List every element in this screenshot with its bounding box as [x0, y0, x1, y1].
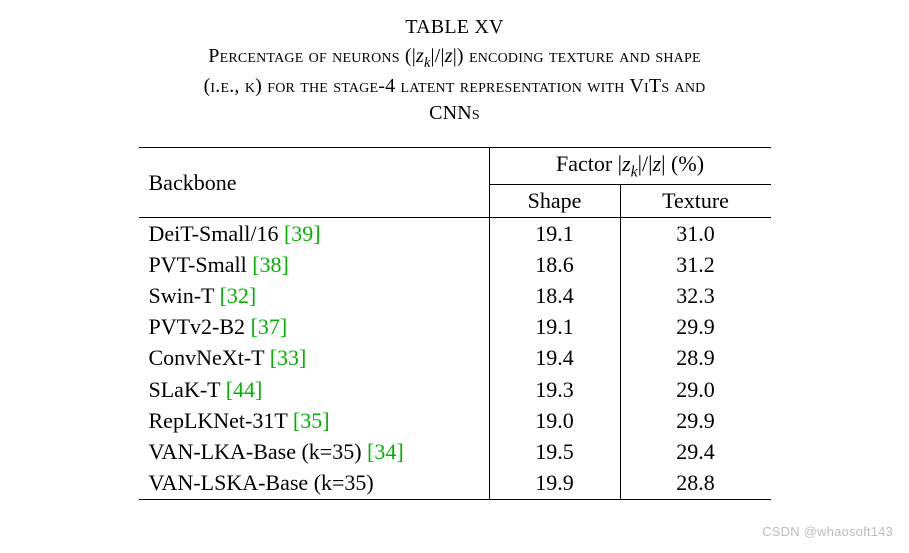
table-row: Swin-T [32]18.432.3	[139, 280, 771, 311]
cap-mid: |/|	[431, 45, 445, 67]
table-row: VAN-LKA-Base (k=35) [34]19.529.4	[139, 436, 771, 467]
cell-backbone: ConvNeXt-T [33]	[139, 342, 490, 373]
table-row: VAN-LSKA-Base (k=35) 19.928.8	[139, 467, 771, 499]
cell-texture: 28.8	[620, 467, 771, 499]
cap-post: |) encoding texture and shape	[453, 45, 701, 67]
hf-z: z	[653, 151, 662, 176]
cell-texture: 29.4	[620, 436, 771, 467]
table-row: PVTv2-B2 [37]19.129.9	[139, 311, 771, 342]
cell-texture: 29.0	[620, 374, 771, 405]
cell-shape: 19.1	[489, 311, 620, 342]
cell-backbone: DeiT-Small/16 [39]	[139, 217, 490, 249]
caption-line1: Percentage of neurons (|zk|/|z|) encodin…	[208, 45, 700, 67]
cell-shape: 19.3	[489, 374, 620, 405]
table-row: SLaK-T [44]19.329.0	[139, 374, 771, 405]
citation: [39]	[284, 221, 321, 246]
cell-backbone: VAN-LKA-Base (k=35) [34]	[139, 436, 490, 467]
caption-line3: CNNs	[429, 102, 480, 124]
cap-pre: Percentage of neurons (|	[208, 45, 416, 67]
cell-backbone: SLaK-T [44]	[139, 374, 490, 405]
citation: [34]	[367, 439, 404, 464]
table-row: ConvNeXt-T [33]19.428.9	[139, 342, 771, 373]
cell-shape: 18.4	[489, 280, 620, 311]
backbone-name: PVT-Small	[149, 252, 253, 277]
results-table: Backbone Factor |zk|/|z| (%) Shape Textu…	[139, 147, 771, 499]
citation: [35]	[293, 408, 330, 433]
cell-backbone: PVT-Small [38]	[139, 249, 490, 280]
table-label: TABLE XV	[30, 14, 879, 41]
cap-z: z	[445, 45, 453, 67]
hf-zk-k: k	[631, 164, 638, 181]
cell-shape: 19.0	[489, 405, 620, 436]
cell-shape: 19.9	[489, 467, 620, 499]
cell-texture: 28.9	[620, 342, 771, 373]
cell-texture: 31.0	[620, 217, 771, 249]
cell-shape: 18.6	[489, 249, 620, 280]
header-texture: Texture	[620, 185, 771, 217]
cell-shape: 19.5	[489, 436, 620, 467]
backbone-name: ConvNeXt-T	[149, 345, 270, 370]
backbone-name: DeiT-Small/16	[149, 221, 284, 246]
hf-mid: |/|	[638, 151, 653, 176]
backbone-name: PVTv2-B2	[149, 314, 251, 339]
backbone-name: SLaK-T	[149, 377, 226, 402]
table-row: RepLKNet-31T [35]19.029.9	[139, 405, 771, 436]
table-row: DeiT-Small/16 [39]19.131.0	[139, 217, 771, 249]
cell-shape: 19.4	[489, 342, 620, 373]
header-shape: Shape	[489, 185, 620, 217]
hf-post: | (%)	[661, 151, 704, 176]
table-caption: TABLE XV Percentage of neurons (|zk|/|z|…	[0, 0, 909, 131]
backbone-name: Swin-T	[149, 283, 220, 308]
caption-line2: (i.e., k) for the stage-4 latent represe…	[204, 75, 706, 97]
cap-zk-z: z	[416, 45, 424, 67]
cell-backbone: Swin-T [32]	[139, 280, 490, 311]
cell-texture: 32.3	[620, 280, 771, 311]
cell-texture: 31.2	[620, 249, 771, 280]
cell-shape: 19.1	[489, 217, 620, 249]
citation: [38]	[252, 252, 289, 277]
cell-backbone: VAN-LSKA-Base (k=35)	[139, 467, 490, 499]
citation: [32]	[220, 283, 257, 308]
cap-zk-k: k	[424, 55, 431, 71]
citation: [37]	[251, 314, 288, 339]
hf-pre: Factor |	[556, 151, 622, 176]
backbone-name: VAN-LSKA-Base (k=35)	[149, 470, 374, 495]
watermark: CSDN @whaosoft143	[762, 524, 893, 539]
header-backbone: Backbone	[139, 148, 490, 217]
cell-backbone: RepLKNet-31T [35]	[139, 405, 490, 436]
citation: [44]	[226, 377, 263, 402]
table-container: Backbone Factor |zk|/|z| (%) Shape Textu…	[0, 147, 909, 499]
cell-texture: 29.9	[620, 405, 771, 436]
cell-texture: 29.9	[620, 311, 771, 342]
hf-zk-z: z	[622, 151, 631, 176]
header-factor: Factor |zk|/|z| (%)	[489, 148, 771, 185]
cell-backbone: PVTv2-B2 [37]	[139, 311, 490, 342]
backbone-name: RepLKNet-31T	[149, 408, 293, 433]
citation: [33]	[270, 345, 307, 370]
table-row: PVT-Small [38]18.631.2	[139, 249, 771, 280]
backbone-name: VAN-LKA-Base (k=35)	[149, 439, 368, 464]
